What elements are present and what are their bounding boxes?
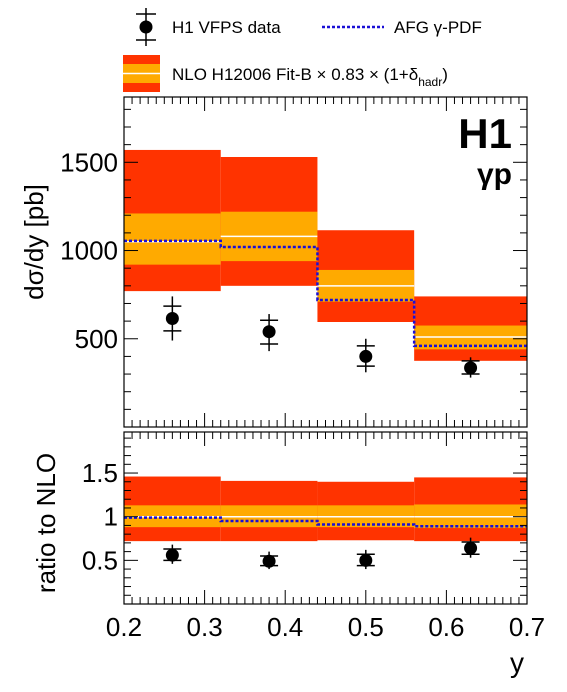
bot-data-point	[464, 541, 478, 555]
top-ticks: 500 1000 1500	[60, 97, 528, 428]
bot-y-tick-label: 1	[104, 502, 118, 532]
x-tick-label: 0.7	[509, 612, 545, 642]
bottom-y-axis-label: ratio to NLO	[31, 453, 61, 593]
legend-nlo-band	[123, 55, 160, 92]
bot-data-point	[262, 554, 276, 568]
x-axis-label: y	[510, 647, 524, 678]
top-y-tick-label: 1000	[60, 236, 118, 266]
x-tick-label: 0.4	[267, 612, 303, 642]
legend-nlo-label: NLO H12006 Fit-B × 0.83 × (1+δhadr)	[172, 65, 448, 89]
bot-afg-pdf-path	[124, 516, 527, 528]
legend-data-label: H1 VFPS data	[172, 18, 281, 37]
process-label: γp	[477, 158, 512, 191]
bot-data-point	[165, 548, 179, 562]
bot-y-tick-label: 0.5	[82, 545, 118, 575]
bottom-ticks: 0.5 1 1.5 0.2 0.3 0.4 0.5 0.6 0.7	[82, 432, 545, 642]
bot-y-tick-label: 1.5	[82, 458, 118, 488]
x-tick-label: 0.2	[106, 612, 142, 642]
top-y-tick-label: 500	[75, 324, 118, 354]
top-y-axis-label: dσ/dy [pb]	[19, 184, 49, 300]
top-afg-pdf-line	[124, 239, 527, 348]
x-tick-label: 0.5	[348, 612, 384, 642]
bottom-nlo-bands	[124, 476, 527, 542]
experiment-label: H1	[458, 110, 512, 157]
bottom-data-points	[163, 537, 480, 570]
top-data-point	[262, 325, 276, 339]
top-data-points	[163, 296, 480, 378]
top-data-point	[464, 361, 478, 375]
x-tick-label: 0.3	[187, 612, 223, 642]
top-nlo-inner-band	[124, 213, 221, 265]
x-tick-label: 0.6	[428, 612, 464, 642]
top-y-tick-label: 1500	[60, 147, 118, 177]
top-panel: 500 1000 1500 H1 γp dσ/dy [pb]	[19, 96, 528, 428]
top-afg-pdf-path	[124, 239, 527, 348]
legend-pdf-label: AFG γ-PDF	[394, 18, 482, 37]
legend-data-marker	[136, 8, 156, 46]
legend: H1 VFPS data AFG γ-PDF NLO H12006 Fit-B …	[123, 8, 482, 92]
bot-data-point	[359, 553, 373, 567]
top-data-point	[165, 311, 179, 325]
top-data-point	[359, 349, 373, 363]
top-nlo-bands	[124, 149, 527, 361]
bottom-panel: 0.5 1 1.5 0.2 0.3 0.4 0.5 0.6 0.7 ratio to NLO y	[31, 431, 545, 678]
bottom-afg-pdf-line	[124, 516, 527, 528]
